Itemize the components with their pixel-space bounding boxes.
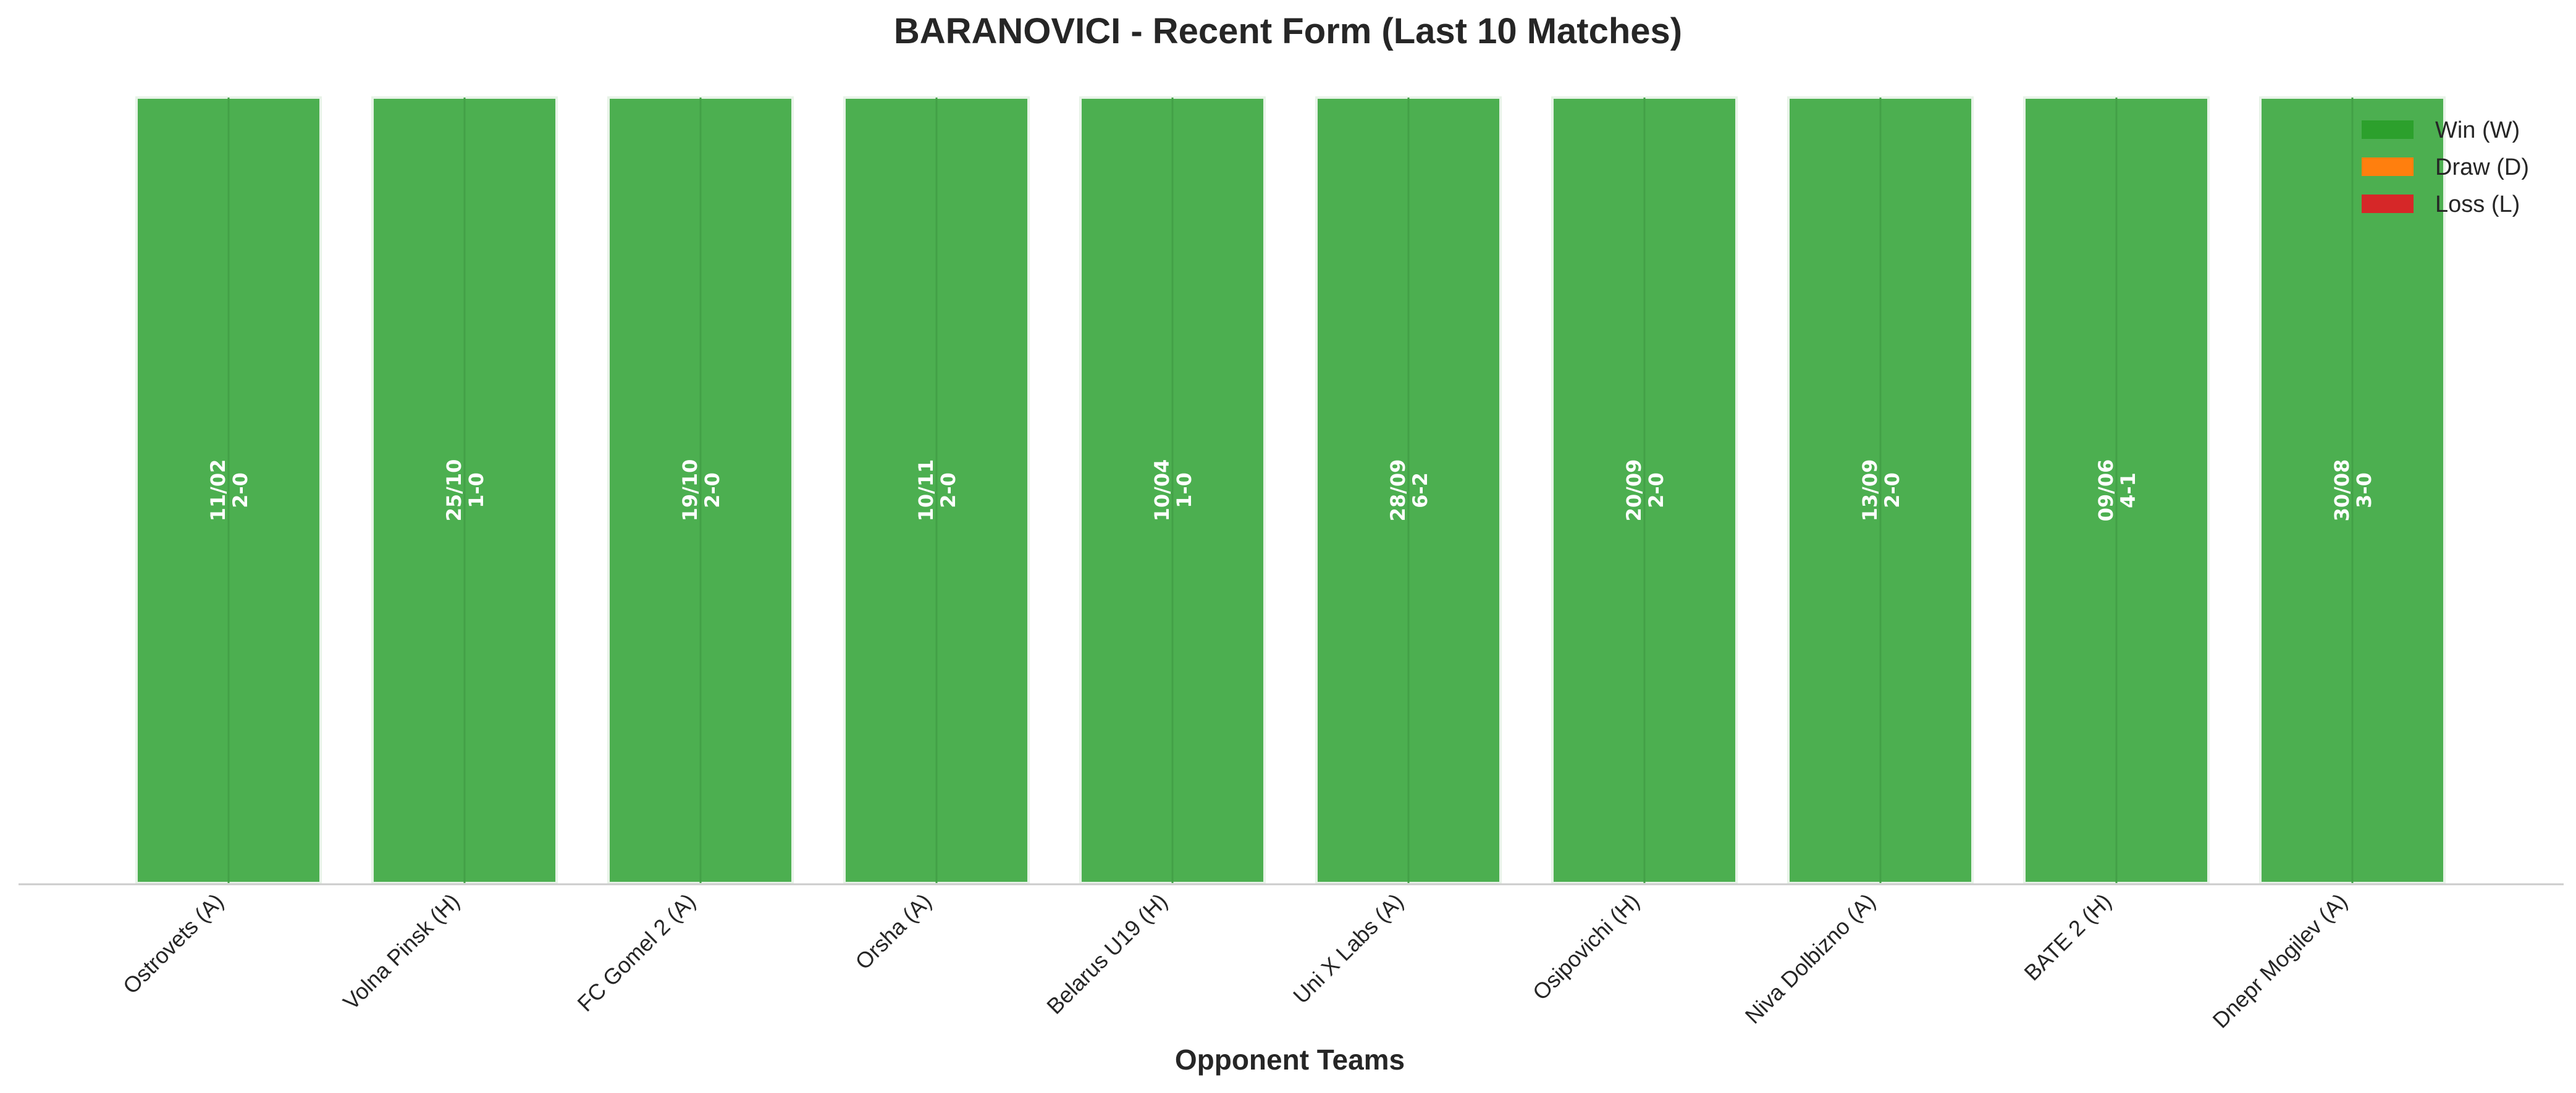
x-tick-label: FC Gomel 2 (A) — [572, 889, 700, 1016]
legend-label: Draw (D) — [2435, 154, 2529, 180]
bar-data-label: 10/041-0 — [1150, 459, 1196, 522]
legend-label: Win (W) — [2435, 117, 2520, 143]
x-tick-label: Ostrovets (A) — [118, 889, 229, 999]
bar-data-label: 10/112-0 — [914, 459, 960, 522]
bar-date-label: 09/06 — [2094, 459, 2118, 522]
legend-label: Loss (L) — [2435, 191, 2520, 217]
x-tick-label: BATE 2 (H) — [2019, 889, 2116, 986]
legend-swatch — [2362, 195, 2414, 213]
bars-group — [135, 96, 2446, 884]
bar-data-label: 13/092-0 — [1858, 459, 1904, 522]
chart-title: BARANOVICI - Recent Form (Last 10 Matche… — [894, 11, 1682, 51]
legend-swatch — [2362, 120, 2414, 139]
x-tick-label: Belarus U19 (H) — [1042, 889, 1172, 1019]
bar-data-label: 30/083-0 — [2330, 459, 2376, 522]
bar-date-label: 13/09 — [1858, 459, 1882, 522]
bar-date-label: 10/04 — [1150, 459, 1174, 522]
bar-data-label: 28/096-2 — [1386, 459, 1432, 522]
bar-score-label: 1-0 — [1172, 472, 1196, 508]
bar-data-label: 20/092-0 — [1622, 459, 1668, 522]
x-tick-label: Niva Dolbizno (A) — [1740, 889, 1880, 1029]
x-tick-label: Osipovichi (H) — [1528, 889, 1644, 1005]
x-tick-labels: Ostrovets (A) Volna Pinsk (H) FC Gomel 2 (… — [118, 889, 2352, 1033]
bar-labels-group: 11/022-0 25/101-0 19/102-0 10/112-0 10/041-0… — [206, 459, 2376, 522]
bar-date-label: 11/02 — [206, 459, 230, 522]
bar-data-label: 19/102-0 — [678, 459, 724, 522]
bar-date-label: 30/08 — [2330, 459, 2354, 522]
x-tick-label: Orsha (A) — [850, 889, 936, 974]
bar-data-label: 11/022-0 — [206, 459, 252, 522]
bar-date-label: 25/10 — [442, 459, 466, 522]
bar-date-label: 20/09 — [1622, 459, 1646, 522]
bar-date-label: 19/10 — [678, 459, 702, 522]
bar-score-label: 3-0 — [2352, 472, 2376, 508]
bar-score-label: 2-0 — [1644, 472, 1668, 508]
bar-score-label: 6-2 — [1408, 472, 1432, 508]
x-tick-label: Volna Pinsk (H) — [338, 889, 464, 1015]
bar-date-label: 28/09 — [1386, 459, 1410, 522]
bar-score-label: 1-0 — [465, 472, 488, 508]
x-tick-label: Uni X Labs (A) — [1288, 889, 1408, 1009]
bar-score-label: 2-0 — [229, 472, 252, 508]
legend-swatch — [2362, 157, 2414, 176]
bar-score-label: 2-0 — [1880, 472, 1904, 508]
bar-date-label: 10/11 — [914, 459, 938, 522]
bar-score-label: 2-0 — [937, 472, 960, 508]
x-axis-label: Opponent Teams — [1175, 1044, 1405, 1076]
bar-data-label: 09/064-1 — [2094, 459, 2140, 522]
bar-score-label: 2-0 — [701, 472, 724, 508]
legend: Win (W) Draw (D) Loss (L) — [2362, 117, 2529, 217]
bar-score-label: 4-1 — [2116, 472, 2140, 508]
bar-data-label: 25/101-0 — [442, 459, 488, 522]
x-tick-label: Dnepr Mogilev (A) — [2208, 889, 2352, 1033]
